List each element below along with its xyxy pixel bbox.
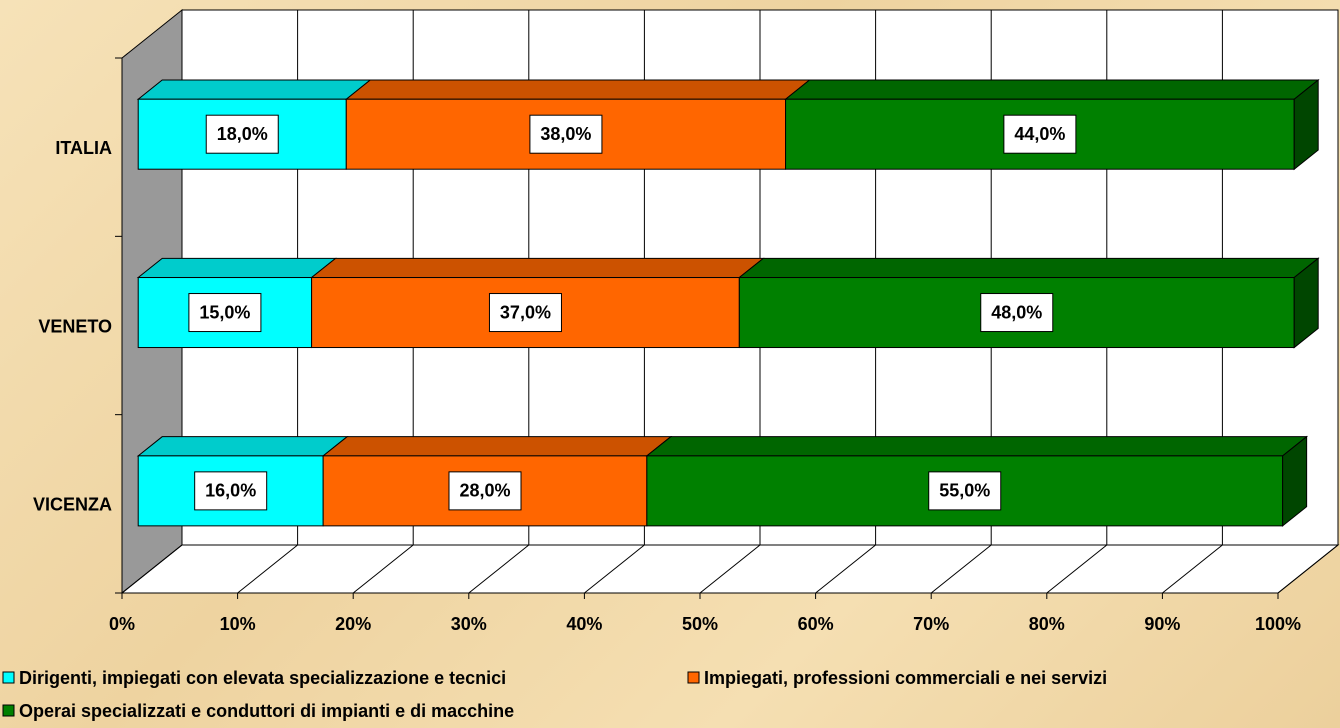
y-tick-label: ITALIA (55, 138, 112, 158)
floor-grid-line (699, 544, 761, 594)
legend-label: Impiegati, professioni commerciali e nei… (704, 668, 1107, 688)
data-label-box (188, 293, 262, 333)
x-tick-label: 20% (335, 614, 371, 634)
floor-grid-line (237, 544, 298, 594)
data-label-box (205, 114, 279, 154)
floor-grid-line (1277, 544, 1339, 594)
x-tick-label: 60% (798, 614, 834, 634)
data-label-box (488, 293, 562, 333)
bar-top (136, 257, 338, 279)
floor-grid-line (352, 544, 414, 594)
data-label-box (928, 471, 1002, 511)
bar-top (321, 436, 673, 457)
data-label-box (1003, 114, 1077, 154)
bar-side (1293, 78, 1319, 171)
x-tick-label: 30% (451, 614, 487, 634)
bar-top (136, 436, 349, 457)
x-tick-label: 40% (566, 614, 602, 634)
data-label: 44,0% (1014, 124, 1065, 144)
floor-grid-line (1162, 544, 1223, 594)
floor-grid-line (1046, 544, 1108, 594)
floor-grid-line (584, 544, 645, 594)
x-tick-label: 70% (913, 614, 949, 634)
legend-swatch (2, 671, 15, 684)
bar-top (344, 79, 811, 100)
data-label-box (194, 471, 268, 511)
data-label: 18,0% (217, 124, 268, 144)
bar-top (737, 257, 1320, 279)
bar (785, 98, 1295, 170)
floor-grid-line (930, 544, 992, 594)
bar-side (1282, 435, 1308, 527)
x-tick-label: 80% (1029, 614, 1065, 634)
y-tick-label: VENETO (38, 316, 112, 336)
x-tick-label: 10% (220, 614, 256, 634)
data-label: 48,0% (991, 302, 1042, 322)
data-label: 16,0% (205, 481, 256, 501)
data-label: 37,0% (500, 302, 551, 322)
bar-top (784, 79, 1320, 100)
data-label-box (980, 293, 1054, 333)
data-label-box (448, 471, 522, 511)
x-tick-label: 0% (109, 614, 135, 634)
floor-grid-line (468, 544, 530, 594)
legend-label: Dirigenti, impiegati con elevata special… (19, 668, 506, 688)
data-label: 28,0% (459, 481, 510, 501)
x-tick-label: 50% (682, 614, 718, 634)
y-tick-label: VICENZA (33, 495, 112, 515)
data-label: 15,0% (199, 302, 250, 322)
data-label-box (529, 114, 603, 154)
bar-side (1293, 257, 1319, 349)
bar-top (136, 79, 372, 100)
x-tick-label: 90% (1144, 614, 1180, 634)
floor-grid-line (815, 544, 876, 594)
bar-top (310, 257, 765, 279)
legend-label: Operai specializzati e conduttori di imp… (19, 701, 514, 721)
x-tick-label: 100% (1255, 614, 1301, 634)
data-label: 38,0% (540, 124, 591, 144)
bar-top (645, 436, 1309, 457)
legend-swatch (2, 704, 15, 717)
data-label: 55,0% (939, 481, 990, 501)
legend-swatch (687, 671, 700, 684)
floor-grid-line (121, 544, 183, 594)
